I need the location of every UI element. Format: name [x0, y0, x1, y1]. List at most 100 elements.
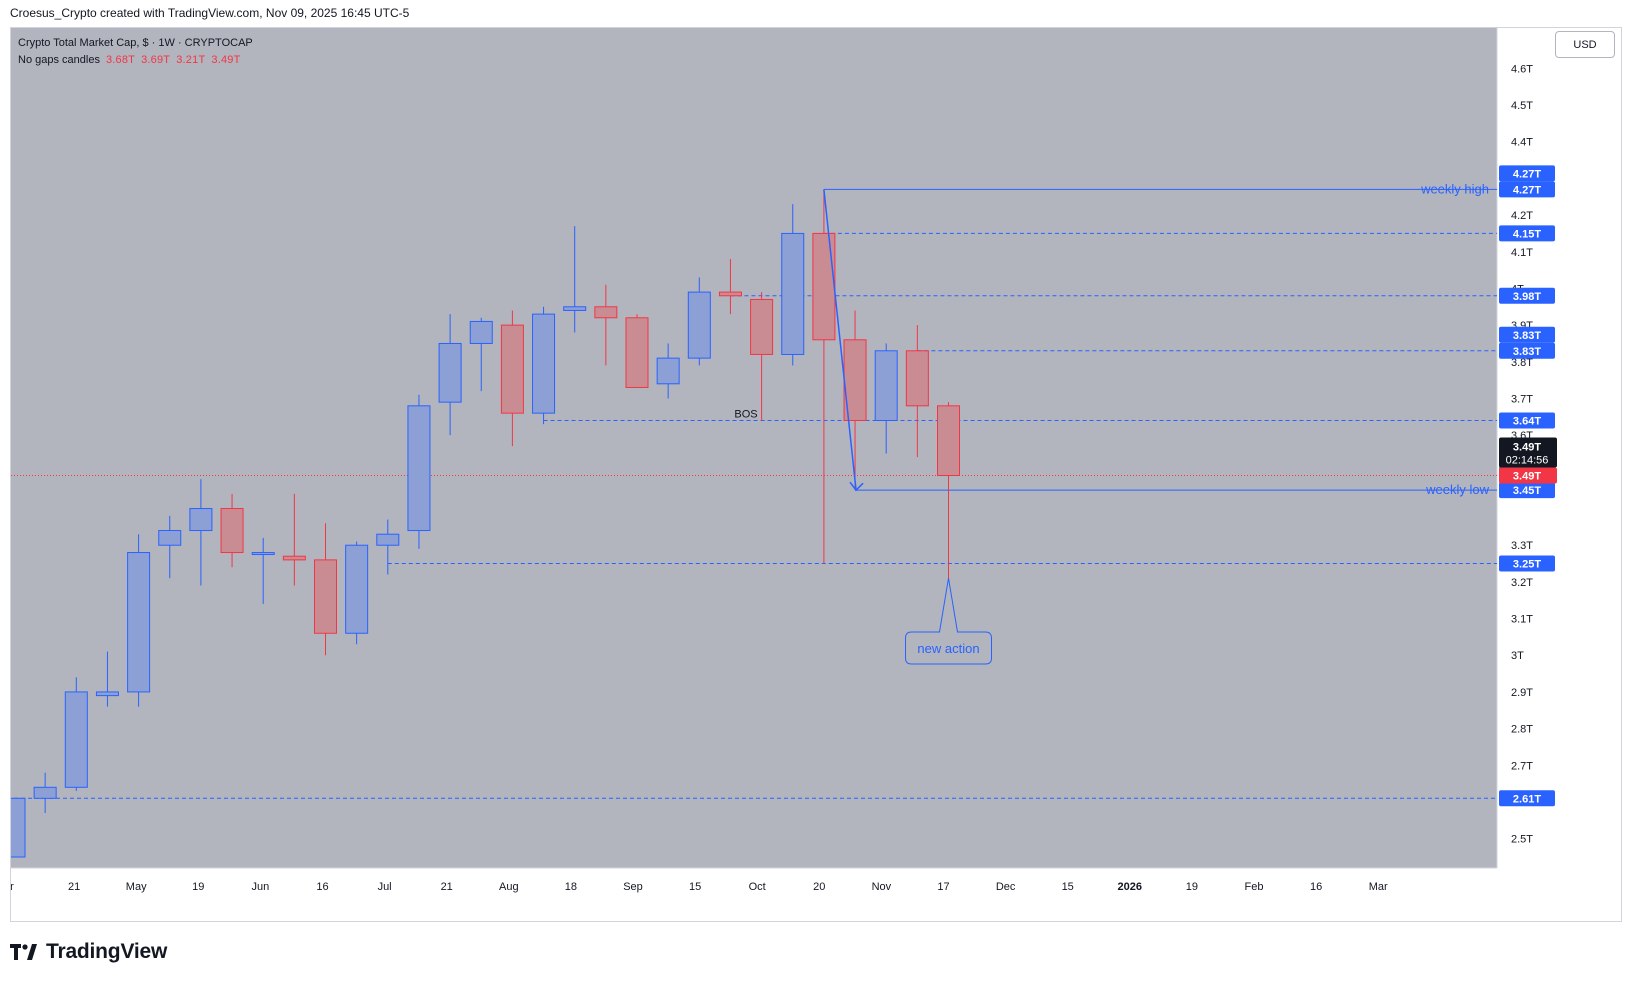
- candle-body: [376, 533, 400, 546]
- x-tick-label: 15: [689, 881, 701, 893]
- symbol-line[interactable]: Crypto Total Market Cap, $ · 1W · CRYPTO…: [18, 37, 253, 49]
- x-tick-label: May: [126, 881, 147, 893]
- candle-body: [656, 357, 680, 385]
- y-tick-label: 3.3T: [1511, 540, 1533, 552]
- badge-bg: [1499, 165, 1555, 182]
- x-tick-label: 15: [1062, 881, 1074, 893]
- indicator-line[interactable]: No gaps candles 3.68T 3.69T 3.21T 3.49T: [18, 52, 253, 69]
- annotation-bos: BOS: [734, 408, 757, 420]
- badge-text: 3.25T: [1513, 559, 1541, 571]
- axis-badge-2.61T: 2.61T: [1499, 790, 1555, 807]
- ohlc-low: 3.21T: [176, 54, 206, 66]
- candlestick-chart[interactable]: weekly high BOS weekly low new action 2.5T 2.…: [11, 28, 1621, 921]
- annotation-weekly-low: weekly low: [1425, 482, 1489, 497]
- axis-badge-3.98T: 3.98T: [1499, 287, 1555, 304]
- time-axis-background: [11, 868, 1497, 921]
- axis-badge-extra-4.27T: 4.27T: [1499, 165, 1555, 182]
- badge-bg: [1499, 326, 1555, 343]
- axis-badge-4.27T: 4.27T: [1499, 181, 1555, 198]
- candle-25: [781, 204, 805, 366]
- candle-body: [750, 298, 774, 355]
- plot-background: [11, 28, 1497, 868]
- candle-body: [500, 324, 524, 414]
- x-tick-label: r: [11, 881, 14, 893]
- candle-6: [189, 479, 213, 586]
- x-tick-label: Oct: [749, 881, 766, 893]
- chart-frame[interactable]: weekly high BOS weekly low new action 2.5T 2.…: [10, 27, 1622, 922]
- weekly-move-arrow: [823, 189, 857, 491]
- candle-body: [438, 342, 462, 403]
- candle-body: [251, 552, 275, 556]
- candle-13: [407, 394, 431, 549]
- y-tick-label: 3T: [1511, 650, 1524, 662]
- badge-text: 4.27T: [1513, 184, 1541, 196]
- badge-bg: [1499, 181, 1555, 198]
- candle-5: [158, 515, 182, 579]
- countdown-text: 02:14:56: [1506, 455, 1549, 467]
- candle-14: [438, 314, 462, 436]
- candle-body: [95, 691, 119, 697]
- candle-body: [687, 291, 711, 359]
- y-tick-label: 4.6T: [1511, 63, 1533, 75]
- candle-10: [314, 523, 337, 656]
- callout-bubble: [905, 578, 992, 665]
- badge-text: 3.49T: [1513, 471, 1541, 483]
- candle-body: [11, 797, 26, 858]
- y-tick-label: 4.1T: [1511, 247, 1533, 259]
- x-tick-label: Jul: [378, 881, 392, 893]
- candle-29: [905, 325, 929, 458]
- x-tick-label: Feb: [1245, 881, 1264, 893]
- candle-12: [376, 519, 400, 575]
- candle-body: [469, 320, 493, 344]
- candle-0: [11, 797, 26, 858]
- currency-button[interactable]: USD: [1555, 31, 1615, 58]
- arrow-head-icon: [849, 481, 864, 492]
- axis-badge-3.45T: 3.45T: [1499, 482, 1555, 499]
- candle-body: [594, 306, 618, 319]
- candle-body: [127, 552, 151, 693]
- candle-20: [625, 314, 649, 388]
- x-tick-label: 21: [441, 881, 453, 893]
- y-tick-label: 4.2T: [1511, 210, 1533, 222]
- badge-bg: [1499, 287, 1555, 304]
- candle-9: [282, 493, 306, 586]
- candle-body: [314, 559, 337, 634]
- candle-body: [407, 405, 431, 532]
- candle-body: [563, 306, 587, 311]
- tradingview-logo-icon: [10, 944, 37, 960]
- x-tick-label: 18: [565, 881, 577, 893]
- y-tick-label: 3.8T: [1511, 357, 1533, 369]
- x-tick-label: 2026: [1118, 881, 1142, 893]
- candle-7: [220, 493, 244, 568]
- ohlc-open: 3.68T: [105, 54, 136, 66]
- candle-15: [469, 317, 493, 392]
- x-tick-label: Nov: [872, 881, 892, 893]
- badge-text: 4.27T: [1513, 168, 1541, 180]
- candle-28: [874, 343, 898, 454]
- candle-22: [687, 277, 711, 366]
- badge-bg: [1499, 790, 1555, 807]
- y-tick-label: 2.7T: [1511, 760, 1533, 772]
- x-tick-label: 17: [937, 881, 949, 893]
- y-tick-label: 3.7T: [1511, 393, 1533, 405]
- badge-text: 3.83T: [1513, 330, 1541, 342]
- x-tick-label: 16: [316, 881, 328, 893]
- badge-bg: [1499, 482, 1555, 499]
- badge-bg: [1499, 225, 1555, 242]
- candle-16: [500, 310, 524, 447]
- y-tick-label: 2.8T: [1511, 724, 1533, 736]
- x-tick-label: Dec: [996, 881, 1016, 893]
- candle-3: [95, 651, 119, 707]
- candle-body: [905, 350, 929, 407]
- axis-badge-4.15T: 4.15T: [1499, 225, 1555, 242]
- x-tick-label: Sep: [623, 881, 643, 893]
- axis-badge-extra-3.83T: 3.83T: [1499, 326, 1555, 343]
- y-tick-label: 3.2T: [1511, 577, 1533, 589]
- candle-body: [282, 555, 306, 561]
- candle-body: [874, 350, 898, 421]
- axis-badge-3.83T: 3.83T: [1499, 342, 1555, 359]
- x-tick-label: 21: [68, 881, 80, 893]
- candle-1: [33, 772, 57, 813]
- candle-body: [937, 405, 960, 477]
- candle-21: [656, 343, 680, 399]
